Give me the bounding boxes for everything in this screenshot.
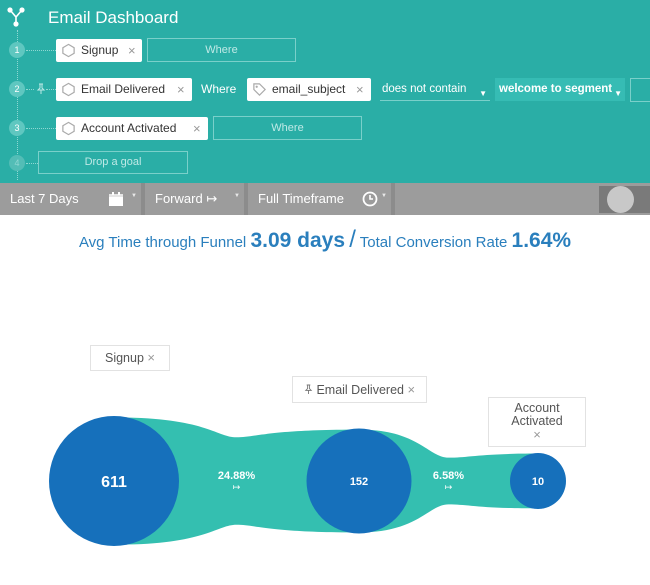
step-event-signup[interactable]: Signup × xyxy=(56,39,142,62)
where-filter-input[interactable]: Where xyxy=(213,116,362,140)
goal-label-text: Signup xyxy=(104,351,144,365)
add-filter-input[interactable] xyxy=(630,78,650,102)
chevron-down-icon: ▼ xyxy=(614,89,622,98)
toolbar-divider xyxy=(391,183,395,215)
where-filter-input[interactable]: Where xyxy=(147,38,296,62)
conversion-rate-label: 24.88% xyxy=(218,470,256,482)
step-event-label: Account Activated xyxy=(81,121,177,135)
funnel-goal-label-account-activated[interactable]: Account Activated × xyxy=(488,397,586,447)
step-connector xyxy=(26,89,34,90)
app-title: Email Dashboard xyxy=(48,8,179,27)
calendar-icon xyxy=(109,192,123,206)
funnel-node-2[interactable] xyxy=(306,428,412,534)
funnel-goal-label-email-delivered[interactable]: Email Delivered × xyxy=(292,376,427,403)
clock-icon xyxy=(362,191,378,207)
dropdown-caret-icon: ▼ xyxy=(131,193,137,199)
step-number-3: 3 xyxy=(9,120,25,136)
funnel-node-3[interactable] xyxy=(510,453,566,509)
step-event-label: Signup xyxy=(81,43,119,57)
dropdown-caret-icon: ▼ xyxy=(381,193,387,199)
dropdown-caret-icon: ▼ xyxy=(234,193,240,199)
pin-icon xyxy=(304,384,313,394)
direction-dropdown[interactable]: Forward ↦ ▼ xyxy=(145,183,244,215)
funnel-goal-label-signup[interactable]: Signup × xyxy=(90,345,170,371)
summary-separator: / xyxy=(349,226,356,253)
date-range-dropdown[interactable]: Last 7 Days ▼ xyxy=(0,183,141,215)
hexagon-icon xyxy=(62,43,75,58)
funnel-chart: 24.88% ↦ 6.58% ↦ 611 152 10 Signup × Email Del… xyxy=(0,335,650,585)
flow-arrow-icon: ↦ xyxy=(233,483,241,493)
hexagon-icon xyxy=(62,121,75,136)
filter-value-text: welcome to segment xyxy=(499,83,613,95)
remove-step-icon[interactable]: × xyxy=(128,43,136,58)
filter-property-pill[interactable]: email_subject × xyxy=(247,78,371,101)
step-number-4: 4 xyxy=(9,155,25,171)
remove-goal-icon[interactable]: × xyxy=(533,427,541,442)
toolbar-divider xyxy=(244,183,248,215)
step-number-1: 1 xyxy=(9,42,25,58)
conversion-rate-label: Total Conversion Rate xyxy=(359,234,508,251)
step-connector xyxy=(26,128,56,129)
hexagon-icon xyxy=(62,82,75,97)
remove-step-icon[interactable]: × xyxy=(193,121,201,136)
where-label: Where xyxy=(201,82,237,96)
funnel-chart-svg: 24.88%↦6.58%↦611 152 10 xyxy=(49,416,566,546)
filter-operator-select[interactable]: does not contain ▼ xyxy=(380,78,490,101)
funnel-summary: Avg Time through Funnel 3.09 days / Tota… xyxy=(0,226,650,254)
timeframe-dropdown[interactable]: Full Timeframe ▼ xyxy=(248,183,391,215)
remove-step-icon[interactable]: × xyxy=(177,82,185,97)
direction-label: Forward ↦ xyxy=(155,191,218,206)
remove-filter-icon[interactable]: × xyxy=(356,82,364,97)
step-event-label: Email Delivered xyxy=(81,82,166,96)
avg-time-value: 3.09 days xyxy=(250,229,346,252)
conversion-rate-label: 6.58% xyxy=(433,470,464,482)
step-event-email-delivered[interactable]: Email Delivered × xyxy=(56,78,192,101)
date-range-label: Last 7 Days xyxy=(10,191,79,206)
funnel-flow-1[interactable] xyxy=(114,417,359,545)
timeframe-label: Full Timeframe xyxy=(258,191,344,206)
filter-property-label: email_subject xyxy=(272,82,346,96)
filter-value-select[interactable]: welcome to segment ▼ xyxy=(495,78,625,101)
funnel-node-count: 10 xyxy=(532,476,544,488)
funnel-builder-header: Email Dashboard 1 Signup × Where 2 Email… xyxy=(0,0,650,183)
funnel-node-count: 611 xyxy=(101,474,127,491)
step-connector xyxy=(26,50,56,51)
flow-arrow-icon: ↦ xyxy=(445,483,453,493)
toolbar-divider xyxy=(141,183,145,215)
tag-icon xyxy=(253,83,266,96)
remove-goal-icon[interactable]: × xyxy=(147,350,155,365)
step-connector xyxy=(46,89,56,90)
remove-goal-icon[interactable]: × xyxy=(407,382,416,397)
drop-goal-zone[interactable]: Drop a goal xyxy=(38,151,188,174)
avg-time-label: Avg Time through Funnel xyxy=(78,234,247,251)
filter-operator-value: does not contain xyxy=(382,83,467,95)
goal-label-text: Email Delivered xyxy=(316,383,404,397)
view-toggle-knob[interactable] xyxy=(607,186,634,213)
app-logo-icon[interactable] xyxy=(6,6,26,30)
pin-icon[interactable] xyxy=(36,83,46,95)
step-number-2: 2 xyxy=(9,81,25,97)
step-connector xyxy=(17,30,18,180)
toolbar: Last 7 Days ▼ Forward ↦ ▼ Full Timeframe… xyxy=(0,183,650,215)
goal-label-text: Account Activated xyxy=(511,401,563,428)
conversion-rate-value: 1.64% xyxy=(511,229,572,252)
funnel-node-1[interactable] xyxy=(49,416,179,546)
step-connector xyxy=(26,163,38,164)
chevron-down-icon: ▼ xyxy=(479,89,487,98)
step-event-account-activated[interactable]: Account Activated × xyxy=(56,117,208,140)
funnel-node-count: 152 xyxy=(350,476,368,488)
